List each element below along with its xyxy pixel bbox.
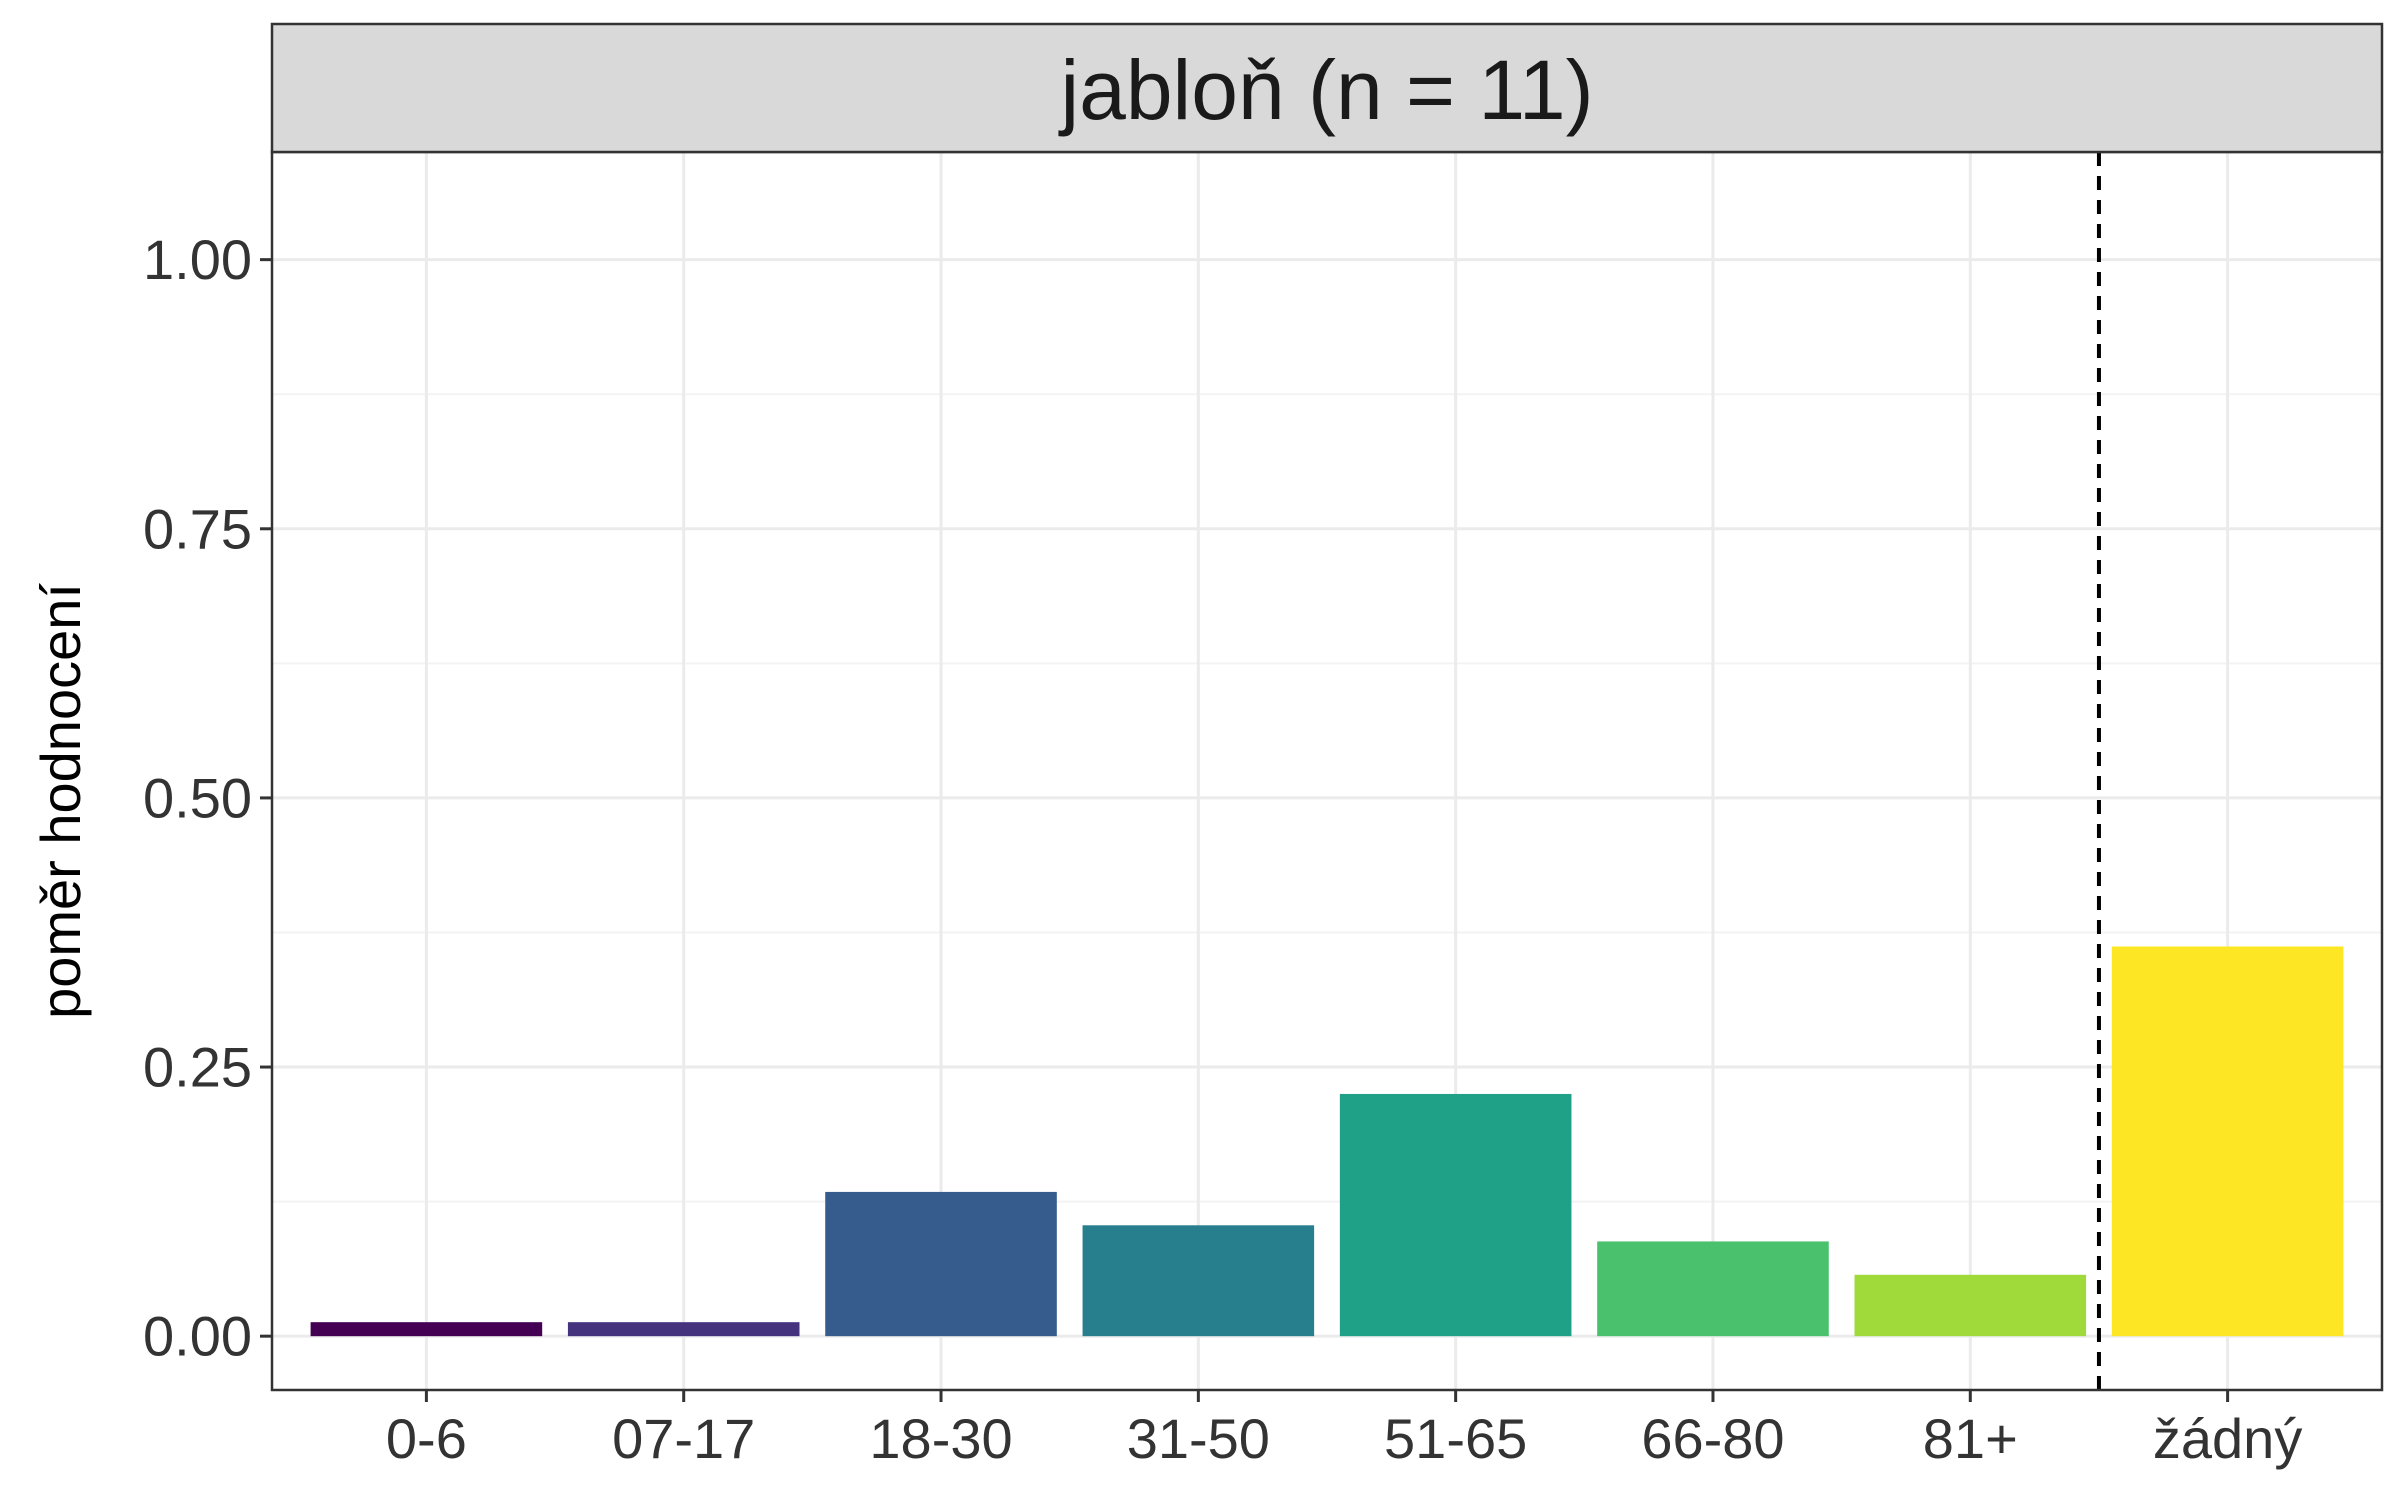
bar-31-50 xyxy=(1082,1225,1315,1337)
y-tick-label: 0.50 xyxy=(143,766,252,829)
x-tick-label: 07-17 xyxy=(612,1407,755,1470)
y-tick-label: 1.00 xyxy=(143,228,252,291)
bar-18-30 xyxy=(825,1191,1057,1337)
x-tick-label: žádný xyxy=(2153,1407,2302,1470)
y-tick-label: 0.00 xyxy=(143,1305,252,1368)
x-tick-label: 51-65 xyxy=(1384,1407,1527,1470)
bar-0-6 xyxy=(310,1322,543,1337)
x-axis: 0-6 07-17 18-30 31-50 51-65 66-80 81+ žádný xyxy=(386,1390,2302,1470)
grid-minor xyxy=(272,393,2382,1203)
x-tick-label: 31-50 xyxy=(1127,1407,1270,1470)
y-axis-title: poměr hodnocení xyxy=(29,583,92,1019)
bar-žádný xyxy=(2111,946,2344,1337)
x-tick-label: 0-6 xyxy=(386,1407,467,1470)
grid-major xyxy=(272,152,2382,1390)
bar-81+ xyxy=(1854,1274,2087,1337)
y-axis: 0.00 0.25 0.50 0.75 1.00 xyxy=(143,228,272,1368)
x-tick-label: 18-30 xyxy=(869,1407,1012,1470)
y-tick-label: 0.25 xyxy=(143,1036,252,1099)
y-tick-label: 0.75 xyxy=(143,497,252,560)
bar-07-17 xyxy=(567,1322,800,1337)
bar-66-80 xyxy=(1597,1241,1829,1337)
panel-strip xyxy=(270,22,2384,154)
x-tick-label: 66-80 xyxy=(1641,1407,1784,1470)
x-tick-label: 81+ xyxy=(1923,1407,2018,1470)
bars xyxy=(310,946,2344,1337)
panel-title: jabloň (n = 11) xyxy=(1057,43,1593,137)
bar-51-65 xyxy=(1339,1093,1572,1337)
